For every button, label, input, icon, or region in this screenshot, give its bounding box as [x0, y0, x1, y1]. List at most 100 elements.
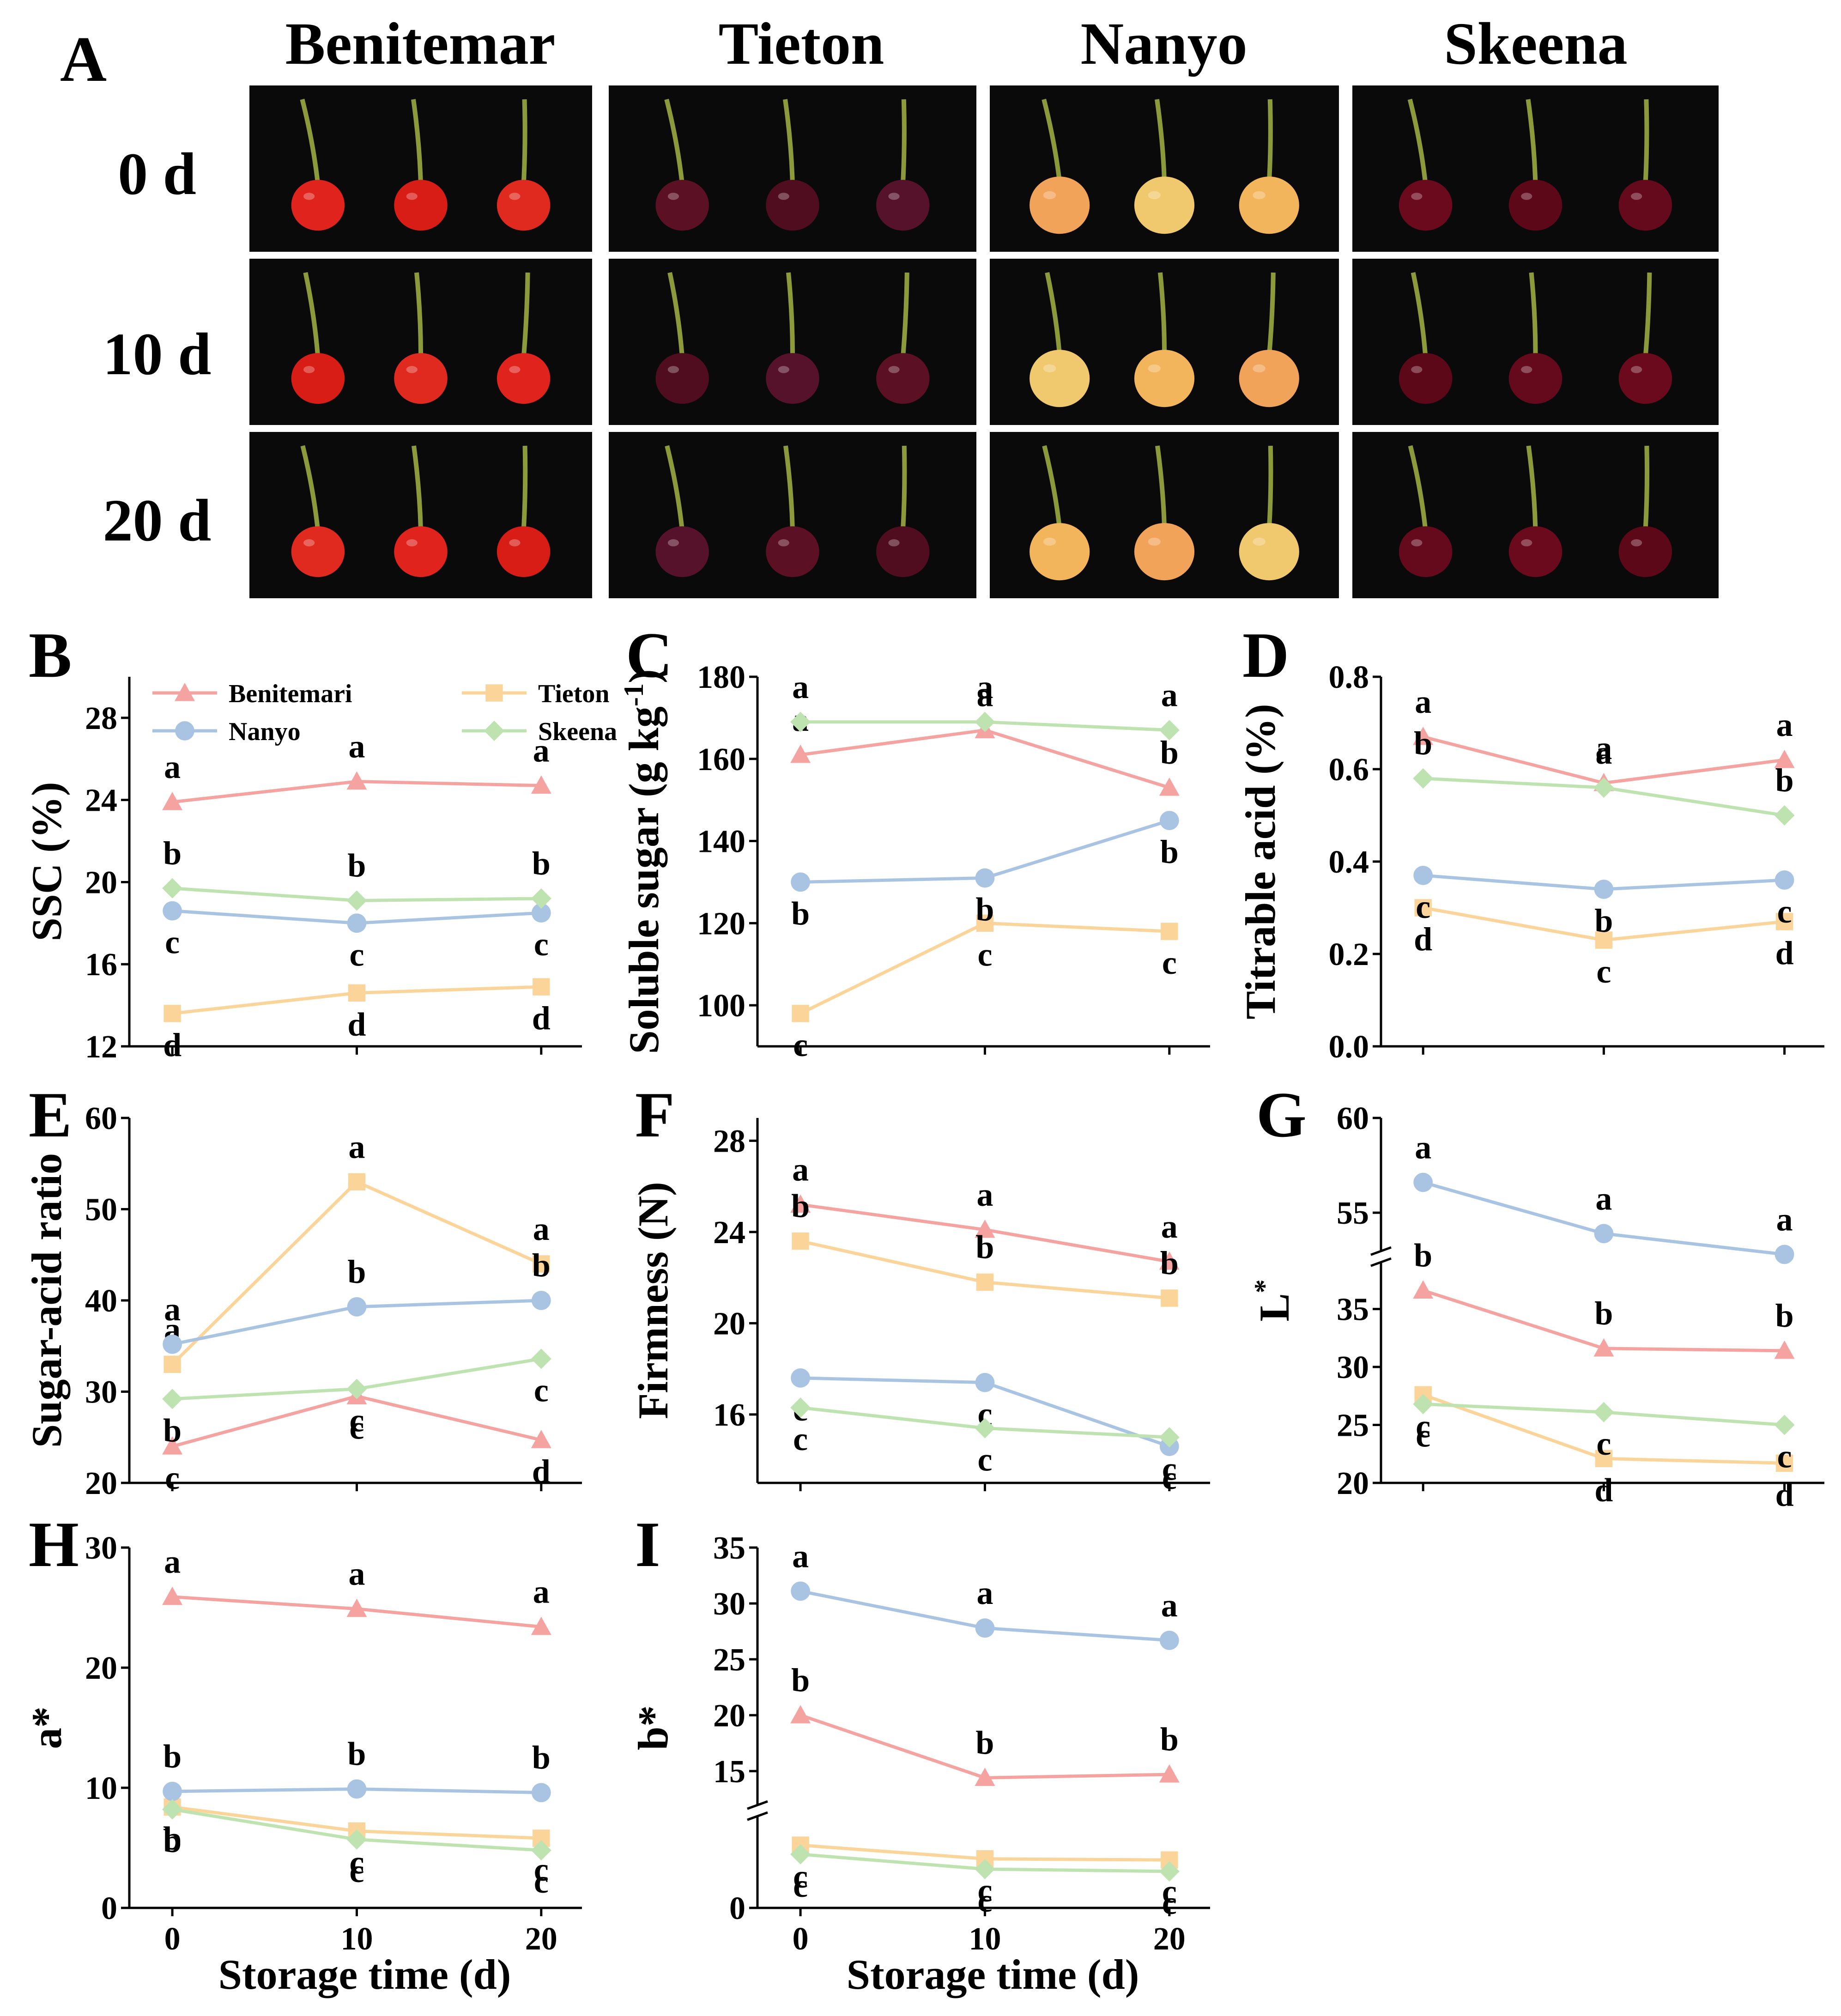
- variety-title-nanyo: Nanyo: [1080, 11, 1247, 77]
- cherry-stem: [300, 98, 321, 185]
- y-tick-label: 15: [713, 1754, 745, 1790]
- y-axis-title: a*: [23, 1706, 70, 1749]
- marker-diamond: [346, 1378, 367, 1399]
- cherry-fruit: [1239, 350, 1299, 407]
- significance-letter: b: [532, 1739, 551, 1776]
- significance-letter: a: [1415, 683, 1431, 720]
- cherry-fruit: [1399, 526, 1453, 577]
- cherry-fruit: [291, 526, 345, 577]
- y-tick-label: 0: [729, 1891, 745, 1926]
- significance-letter: a: [533, 1210, 550, 1247]
- cherry-stem: [1155, 99, 1167, 182]
- marker-square: [348, 1173, 366, 1190]
- significance-letter: a: [1161, 1587, 1178, 1624]
- marker-diamond: [1774, 805, 1795, 826]
- cherry-highlight: [888, 366, 900, 373]
- marker-circle: [1594, 1224, 1614, 1244]
- significance-letter: a: [533, 732, 550, 769]
- cherry-highlight: [888, 193, 900, 200]
- panel-label-i: I: [635, 1509, 660, 1580]
- cherry-stem: [1643, 99, 1649, 185]
- cherry-highlight: [1631, 193, 1642, 200]
- y-axis-title-main: SSC (%): [23, 782, 70, 941]
- significance-letter: a: [976, 1176, 993, 1213]
- marker-diamond: [790, 1397, 811, 1418]
- marker-circle: [175, 721, 194, 741]
- marker-diamond: [1159, 720, 1180, 741]
- marker-square: [485, 684, 503, 702]
- cherry-fruit: [497, 180, 551, 231]
- y-axis-title: L*: [1249, 1279, 1298, 1321]
- y-tick-label: 0.4: [1329, 844, 1369, 880]
- cherry-fruit: [766, 353, 819, 404]
- cherry-stem: [1158, 272, 1167, 356]
- marker-square: [533, 978, 550, 996]
- cherry-stem: [1643, 445, 1650, 532]
- marker-diamond: [1413, 768, 1434, 789]
- marker-diamond: [1593, 1402, 1614, 1422]
- cherry-highlight: [778, 193, 789, 200]
- significance-letter: a: [976, 1574, 993, 1611]
- marker-diamond: [162, 878, 183, 899]
- marker-square: [1161, 923, 1178, 940]
- significance-letter: d: [532, 1453, 551, 1490]
- marker-triangle: [531, 1616, 551, 1635]
- marker-circle: [531, 1783, 551, 1803]
- x-axis-title: Storage time (d): [847, 1951, 1139, 1998]
- cherry-highlight: [888, 539, 900, 547]
- cherry-highlight: [1631, 366, 1642, 373]
- cherry-highlight: [1148, 191, 1161, 200]
- marker-triangle: [531, 775, 551, 794]
- significance-letter: c: [349, 1844, 364, 1881]
- series-benitemari: b b b: [790, 1662, 1180, 1786]
- y-tick-label: 20: [85, 865, 117, 900]
- photo-nanyo-1: [990, 259, 1339, 425]
- photo-skeena-2: [1352, 432, 1719, 598]
- marker-triangle: [975, 1767, 995, 1786]
- cherry-fruit: [1239, 176, 1299, 234]
- y-tick-label: 40: [85, 1283, 117, 1319]
- x-axis-title: Storage time (d): [218, 1951, 511, 1998]
- significance-letter: b: [791, 1188, 810, 1225]
- marker-square: [1595, 1450, 1613, 1468]
- significance-letter: b: [1594, 902, 1613, 939]
- series-tieton: b b b: [791, 1188, 1179, 1307]
- series-nanyo: a a a: [791, 1537, 1179, 1650]
- significance-letter: c: [1596, 953, 1611, 990]
- y-tick-label: 20: [85, 1466, 117, 1501]
- significance-letter: c: [349, 936, 364, 973]
- cherry-stem: [1045, 272, 1062, 356]
- cherry-fruit: [1134, 523, 1195, 581]
- cherry-stem: [664, 98, 685, 185]
- y-tick-label: 35: [713, 1530, 745, 1566]
- cherry-stem: [783, 445, 795, 532]
- y-tick-label: 35: [1337, 1292, 1369, 1328]
- cherry-stem: [783, 99, 795, 185]
- cherry-fruit: [1508, 353, 1562, 404]
- y-axis-title-main: L: [1251, 1293, 1298, 1321]
- legend-label: Benitemari: [229, 680, 352, 708]
- marker-diamond: [790, 711, 811, 732]
- marker-circle: [163, 901, 182, 921]
- cherry-fruit: [394, 180, 448, 231]
- cherry-fruit: [766, 526, 819, 577]
- significance-letter: b: [347, 1736, 366, 1773]
- photo-benitemar-1: [249, 259, 592, 425]
- marker-triangle: [790, 1705, 811, 1724]
- marker-triangle: [1413, 727, 1434, 745]
- significance-letter: c: [349, 1852, 364, 1889]
- significance-letter: a: [348, 1128, 365, 1165]
- panel-label-e: E: [29, 1079, 72, 1151]
- significance-letter: a: [164, 748, 181, 785]
- cherry-stem: [1526, 99, 1538, 185]
- significance-letter: b: [1775, 762, 1794, 799]
- marker-square: [976, 914, 994, 932]
- cherry-fruit: [394, 526, 448, 577]
- y-axis-title-main: Soluble sugar (g kg: [620, 706, 667, 1054]
- marker-square: [533, 1255, 550, 1273]
